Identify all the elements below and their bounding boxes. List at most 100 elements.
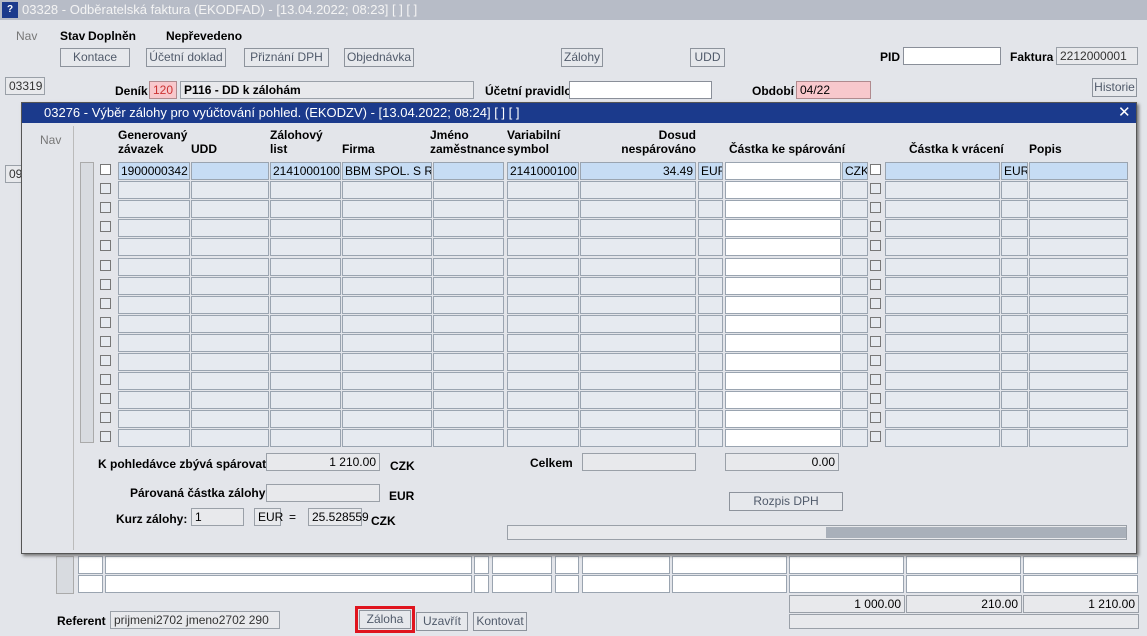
grid-cell bbox=[270, 200, 341, 219]
grid-cell bbox=[842, 238, 868, 257]
grid-cell bbox=[118, 276, 190, 295]
grid-cell bbox=[555, 575, 579, 593]
grid-cell bbox=[118, 238, 190, 257]
rozpis-button[interactable]: Rozpis DPH bbox=[729, 492, 843, 511]
denik-label: Deník bbox=[115, 84, 148, 98]
grid-cell bbox=[885, 372, 1000, 391]
grid-cell bbox=[270, 219, 341, 238]
checkbox bbox=[100, 412, 111, 424]
grid-cell bbox=[1029, 372, 1128, 391]
grid-cell bbox=[191, 200, 269, 219]
grid-cell bbox=[1001, 333, 1028, 352]
celkem-label: Celkem bbox=[530, 456, 573, 470]
grid-cell bbox=[1001, 257, 1028, 276]
grid-cell bbox=[698, 257, 723, 276]
grid-cell bbox=[433, 257, 504, 276]
grid-cell bbox=[885, 410, 1000, 429]
historie-button[interactable]: Historie bbox=[1092, 78, 1137, 97]
checkbox bbox=[100, 202, 111, 214]
grid-cell bbox=[842, 314, 868, 333]
grid-cell bbox=[580, 353, 696, 371]
grid-cell bbox=[1001, 200, 1028, 219]
uzavrit-button[interactable]: Uzavřít bbox=[416, 612, 468, 631]
grid-cell bbox=[191, 333, 269, 352]
grid-cell bbox=[582, 575, 670, 593]
grid-cell bbox=[698, 219, 723, 238]
grid-cell bbox=[433, 353, 504, 371]
grid-cell bbox=[342, 429, 432, 448]
checkbox bbox=[870, 374, 881, 386]
grid-cell bbox=[580, 410, 696, 429]
parovana-field[interactable] bbox=[266, 484, 380, 502]
grid-cell bbox=[885, 162, 1000, 180]
toolbar-button[interactable]: UDD bbox=[690, 48, 725, 67]
denik-code[interactable]: 120 bbox=[149, 81, 177, 99]
checkbox bbox=[870, 240, 881, 252]
grid-cell bbox=[672, 556, 787, 574]
toolbar-button[interactable]: Kontace bbox=[60, 48, 130, 67]
checkbox bbox=[100, 278, 111, 290]
grid-cell bbox=[725, 276, 841, 295]
kontovat-button[interactable]: Kontovat bbox=[473, 612, 527, 631]
grid-cell bbox=[507, 181, 579, 200]
close-button[interactable]: ✕ bbox=[1118, 104, 1131, 121]
grid-cell bbox=[842, 353, 868, 371]
kurz-mnozstvi: 1 bbox=[191, 508, 244, 526]
grid-cell bbox=[118, 181, 190, 200]
grid-cell bbox=[118, 372, 190, 391]
grid-cell bbox=[191, 372, 269, 391]
grid-cell bbox=[342, 276, 432, 295]
pid-field[interactable] bbox=[903, 47, 1001, 65]
grid-cell bbox=[580, 238, 696, 257]
checkbox bbox=[870, 412, 881, 424]
pravidlo-field[interactable] bbox=[569, 81, 712, 99]
grid-cell bbox=[725, 333, 841, 352]
grid-cell bbox=[580, 219, 696, 238]
total: 210.00 bbox=[906, 595, 1022, 613]
grid-cell bbox=[105, 556, 472, 574]
grid-cell bbox=[1023, 575, 1138, 593]
grid-cell bbox=[118, 391, 190, 410]
grid-cell bbox=[507, 219, 579, 238]
grid-cell bbox=[885, 295, 1000, 314]
grid-cell: EUR bbox=[1001, 162, 1028, 180]
grid-cell bbox=[698, 181, 723, 200]
grid-cell bbox=[191, 276, 269, 295]
toolbar-button[interactable]: Účetní doklad bbox=[146, 48, 226, 67]
grid-cell bbox=[507, 257, 579, 276]
grid-cell bbox=[507, 200, 579, 219]
grid-cell bbox=[1001, 295, 1028, 314]
grid-cell bbox=[342, 314, 432, 333]
grid-cell bbox=[725, 200, 841, 219]
grid-cell bbox=[1029, 410, 1128, 429]
grid-cell bbox=[342, 257, 432, 276]
grid-cell bbox=[842, 219, 868, 238]
grid-cell bbox=[885, 429, 1000, 448]
grid-cell: EUR bbox=[698, 162, 723, 180]
grid-cell bbox=[1001, 314, 1028, 333]
toolbar-button[interactable]: Zálohy bbox=[561, 48, 603, 67]
pid-label: PID bbox=[880, 50, 901, 64]
obdobi-field[interactable]: 04/22 bbox=[796, 81, 871, 99]
grid-cell bbox=[725, 391, 841, 410]
grid-cell bbox=[342, 200, 432, 219]
grid-cell bbox=[725, 219, 841, 238]
grid-cell bbox=[842, 257, 868, 276]
checkbox bbox=[100, 355, 111, 366]
grid-cell bbox=[507, 353, 579, 371]
checkbox bbox=[870, 202, 881, 214]
toolbar-button[interactable]: Přiznání DPH bbox=[244, 48, 329, 67]
grid-cell bbox=[474, 575, 489, 593]
grid-cell bbox=[842, 429, 868, 448]
grid-cell bbox=[342, 295, 432, 314]
grid-cell bbox=[492, 575, 552, 593]
grid-cell: BBM SPOL. S R. O. bbox=[342, 162, 432, 180]
grid-cell bbox=[580, 276, 696, 295]
column-header: Variabilní symbol bbox=[507, 128, 561, 156]
toolbar-button[interactable]: Objednávka bbox=[344, 48, 414, 67]
faktura-label: Faktura bbox=[1010, 50, 1054, 64]
zaloha-button[interactable]: Záloha bbox=[359, 610, 411, 629]
grid-cell bbox=[270, 410, 341, 429]
faktura-field[interactable]: 2212000001 bbox=[1056, 47, 1138, 65]
